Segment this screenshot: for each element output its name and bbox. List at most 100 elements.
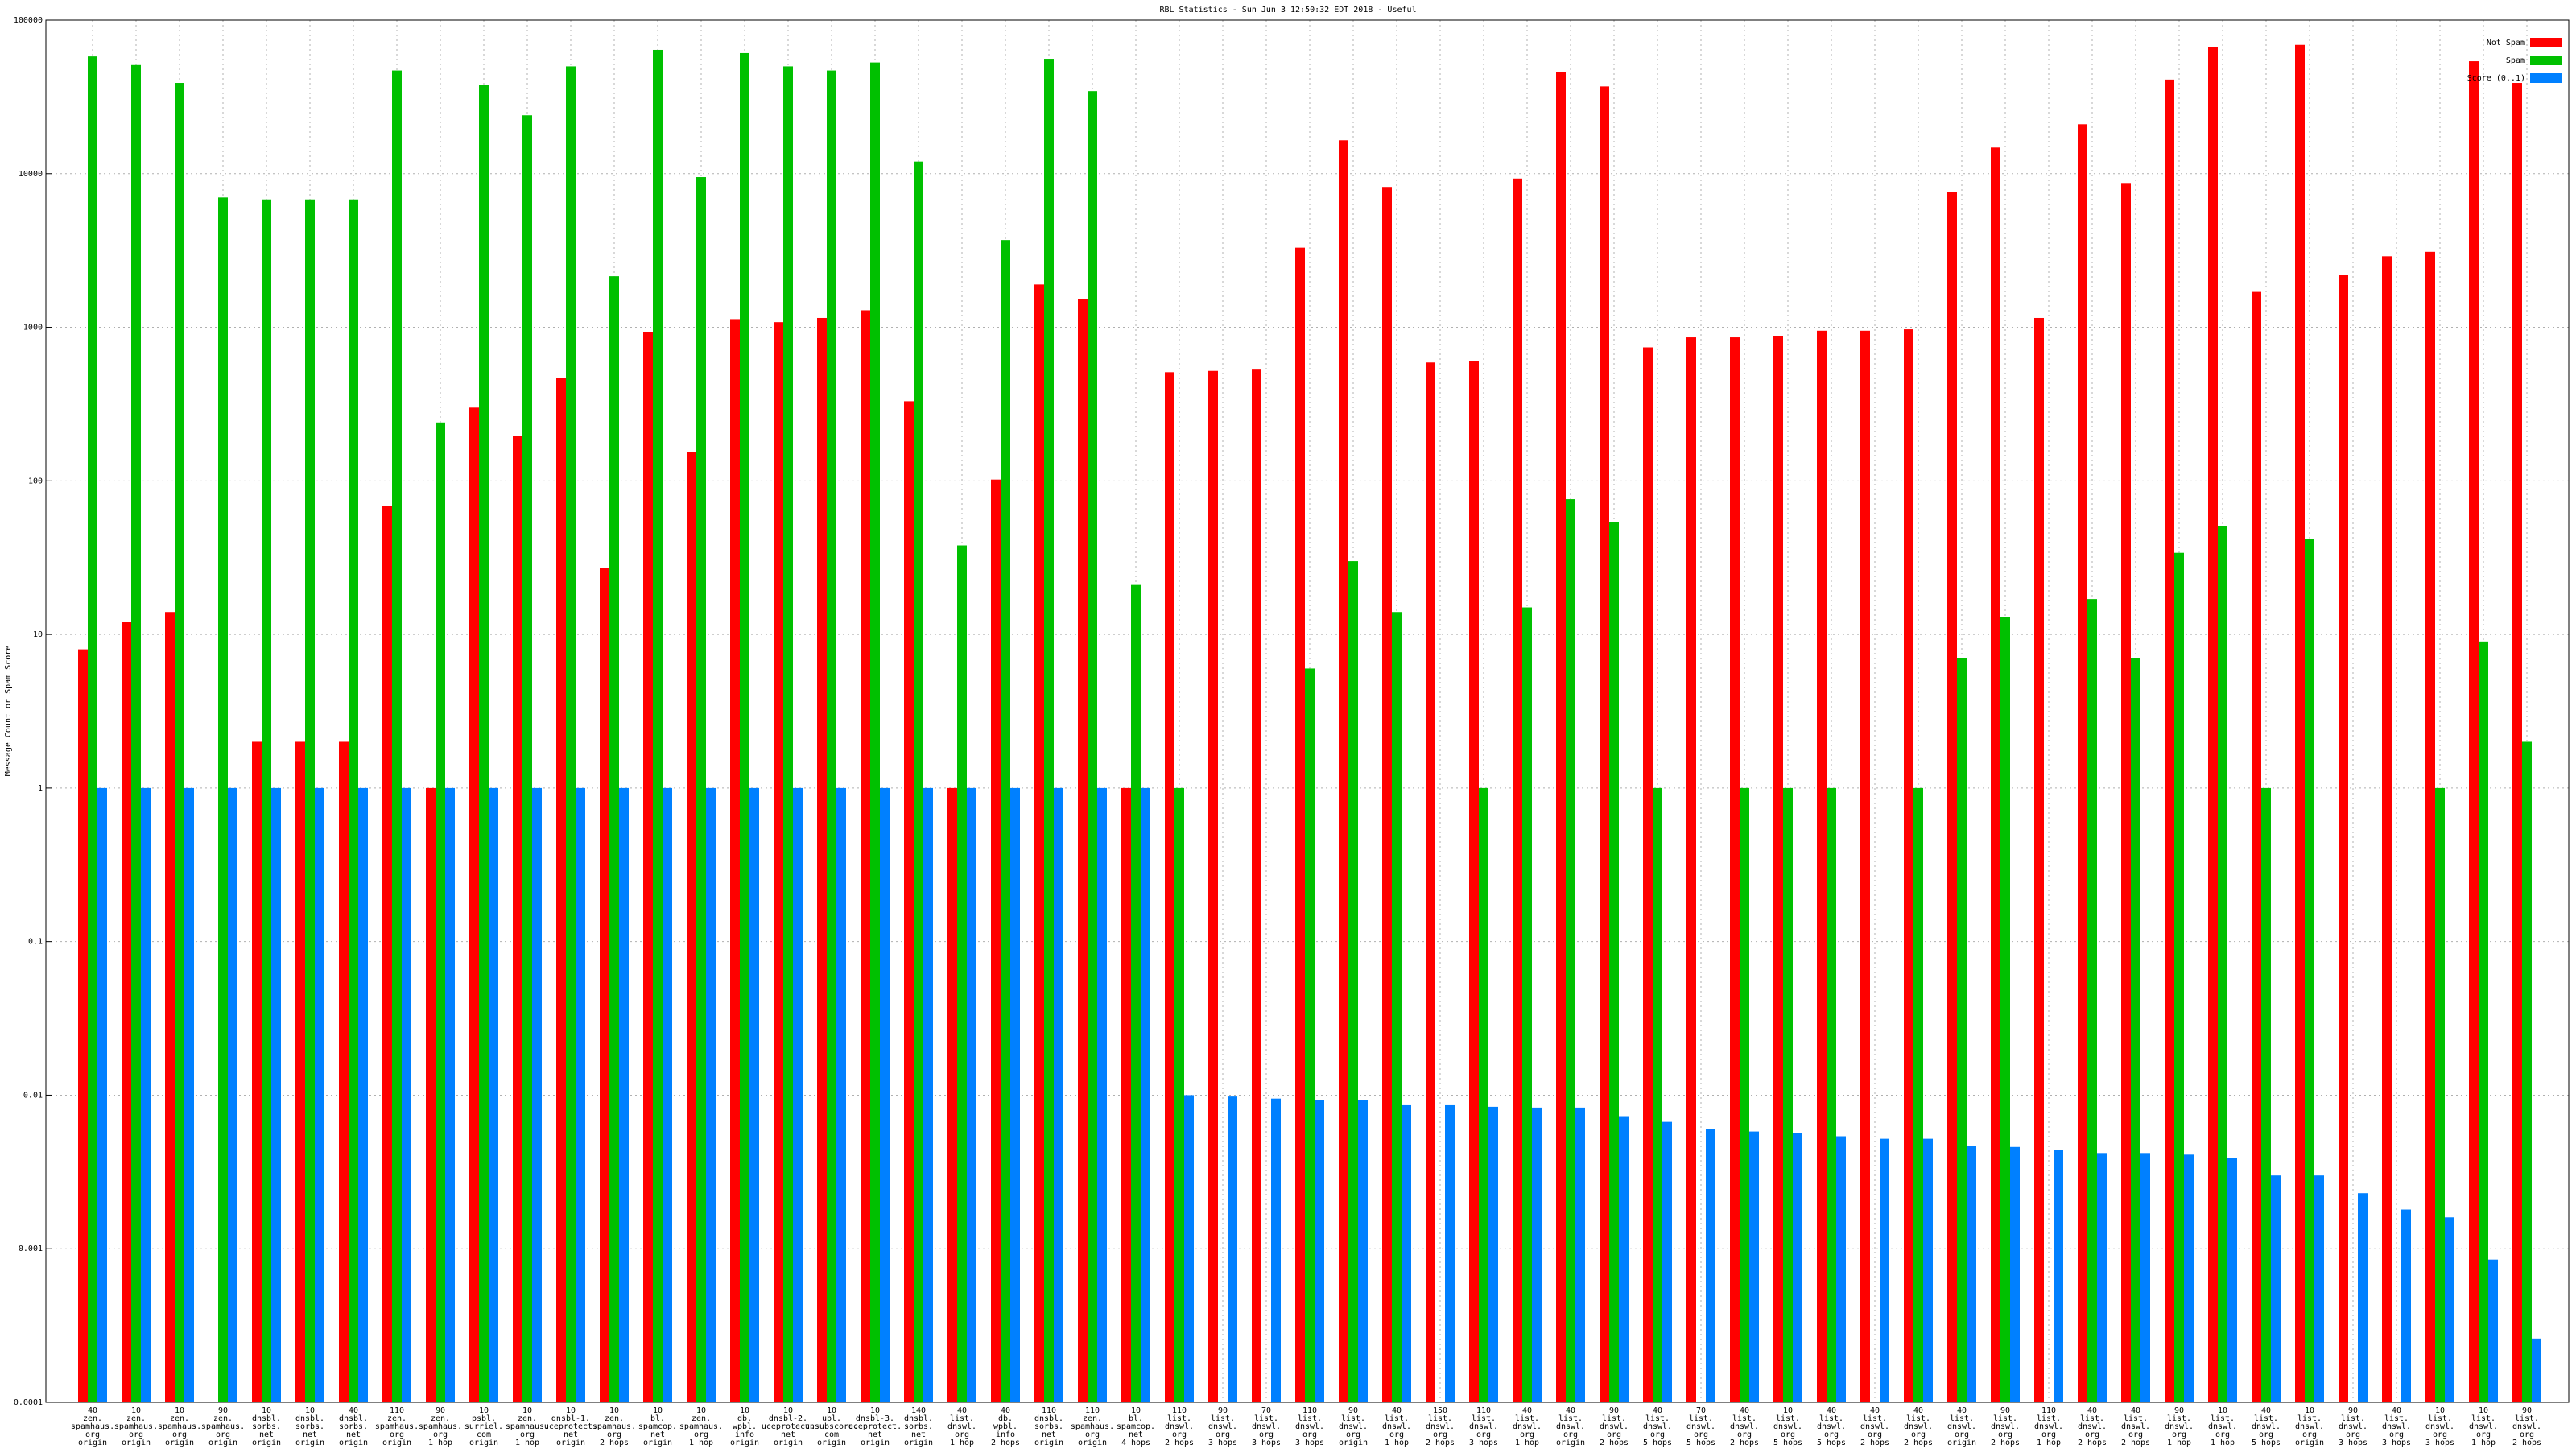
x-tick-label: dnsbl-3. (856, 1414, 894, 1423)
bar (2339, 275, 2348, 1403)
x-tick-label: list. (2341, 1414, 2365, 1423)
x-tick-label: zen. (431, 1414, 450, 1423)
x-tick-label: org (520, 1430, 535, 1439)
x-tick-label: org (390, 1430, 404, 1439)
legend-label: Spam (2506, 56, 2525, 65)
legend-swatch (2530, 73, 2562, 83)
bar (2097, 1153, 2107, 1402)
x-tick-label: org (2302, 1430, 2317, 1439)
x-tick-label: list. (1950, 1414, 1974, 1423)
x-tick-label: 90 (1609, 1406, 1619, 1415)
x-tick-label: sorbs. (339, 1422, 368, 1431)
x-tick-label: 10 (2435, 1406, 2445, 1415)
x-tick-label: 3 hops (2339, 1439, 2368, 1447)
x-tick-label: 40 (2131, 1406, 2140, 1415)
x-tick-label: 1 hop (689, 1439, 713, 1447)
x-tick-label: 40 (1870, 1406, 1880, 1415)
bar (1174, 787, 1184, 1402)
y-tick-label: 0.1 (28, 938, 43, 947)
x-tick-label: 1 hop (1385, 1439, 1409, 1447)
x-tick-label: uceprotect. (848, 1422, 902, 1431)
x-tick-label: list. (1254, 1414, 1278, 1423)
x-tick-label: spamhaus. (679, 1422, 723, 1431)
bar (827, 70, 836, 1403)
bar (967, 787, 976, 1402)
bar (522, 115, 532, 1402)
x-tick-label: dnswl. (2208, 1422, 2237, 1431)
x-tick-label: net (303, 1430, 317, 1439)
x-tick-label: 110 (1172, 1406, 1187, 1415)
x-tick-label: org (2433, 1430, 2447, 1439)
bar (1904, 329, 1913, 1402)
bar (315, 787, 324, 1402)
x-tick-label: org (2346, 1430, 2360, 1439)
x-tick-label: origin (1556, 1439, 1585, 1447)
y-tick-label: 0.01 (23, 1091, 43, 1100)
x-tick-label: dnswl. (1991, 1422, 2020, 1431)
x-tick-label: 10 (262, 1406, 271, 1415)
x-tick-label: dnsbl. (904, 1414, 933, 1423)
x-tick-label: 40 (1957, 1406, 1967, 1415)
x-tick-label: org (85, 1430, 100, 1439)
bar (1991, 147, 2000, 1402)
bar (305, 199, 315, 1403)
bar (1010, 787, 1020, 1402)
x-tick-label: org (1911, 1430, 1926, 1439)
x-tick-label: 40 (1522, 1406, 1532, 1415)
x-tick-label: 40 (88, 1406, 97, 1415)
x-tick-label: 90 (1218, 1406, 1228, 1415)
bar (2435, 787, 2445, 1402)
x-tick-label: net (911, 1430, 926, 1439)
x-tick-label: origin (861, 1439, 890, 1447)
x-tick-label: 10 (175, 1406, 184, 1415)
x-tick-label: ubl. (822, 1414, 841, 1423)
x-tick-label: list. (2211, 1414, 2235, 1423)
x-tick-label: 10 (305, 1406, 315, 1415)
x-tick-label: dnsbl. (1034, 1414, 1063, 1423)
x-tick-label: org (1607, 1430, 1621, 1439)
x-tick-label: list. (2080, 1414, 2104, 1423)
bar (1252, 369, 1261, 1402)
x-tick-label: dnswl. (2425, 1422, 2454, 1431)
bar (2218, 526, 2227, 1402)
x-tick-label: list. (2515, 1414, 2539, 1423)
bar (1097, 787, 1107, 1402)
bar (1773, 336, 1783, 1403)
x-tick-label: dnsbl. (339, 1414, 368, 1423)
plot-frame (45, 19, 2570, 1403)
x-tick-label: list. (1298, 1414, 1322, 1423)
bar (1827, 787, 1836, 1402)
x-tick-label: uceprotect. (544, 1422, 597, 1431)
x-tick-label: 2 hops (1991, 1439, 2020, 1447)
bar (609, 276, 619, 1403)
x-tick-label: com (824, 1430, 839, 1439)
x-tick-label: origin (165, 1439, 194, 1447)
bar (2295, 44, 2305, 1402)
x-tick-label: 90 (1348, 1406, 1358, 1415)
bar (696, 177, 706, 1403)
x-tick-label: dnswl. (1904, 1422, 1933, 1431)
x-tick-label: org (2476, 1430, 2491, 1439)
x-tick-label: zen. (387, 1414, 407, 1423)
x-tick-label: dnswl. (1686, 1422, 1715, 1431)
x-tick-label: org (2259, 1430, 2273, 1439)
x-tick-label: 10 (522, 1406, 532, 1415)
x-tick-label: dnswl. (1643, 1422, 1672, 1431)
x-tick-label: dnswl. (2339, 1422, 2368, 1431)
bar (2512, 83, 2522, 1403)
bar (2087, 599, 2097, 1402)
x-tick-label: dnswl. (1773, 1422, 1802, 1431)
x-tick-label: 40 (1827, 1406, 1836, 1415)
x-tick-label: spamhaus. (71, 1422, 114, 1431)
x-tick-label: 40 (1740, 1406, 1749, 1415)
x-tick-label: org (1824, 1430, 1839, 1439)
x-tick-label: 10 (1131, 1406, 1141, 1415)
x-tick-label: org (1868, 1430, 1882, 1439)
x-tick-label: 3 hops (1252, 1439, 1281, 1447)
bar (1121, 787, 1131, 1402)
bar (914, 161, 923, 1402)
x-tick-label: origin (1339, 1439, 1368, 1447)
bar (489, 787, 498, 1402)
bar (556, 378, 566, 1402)
bar (2131, 658, 2140, 1402)
